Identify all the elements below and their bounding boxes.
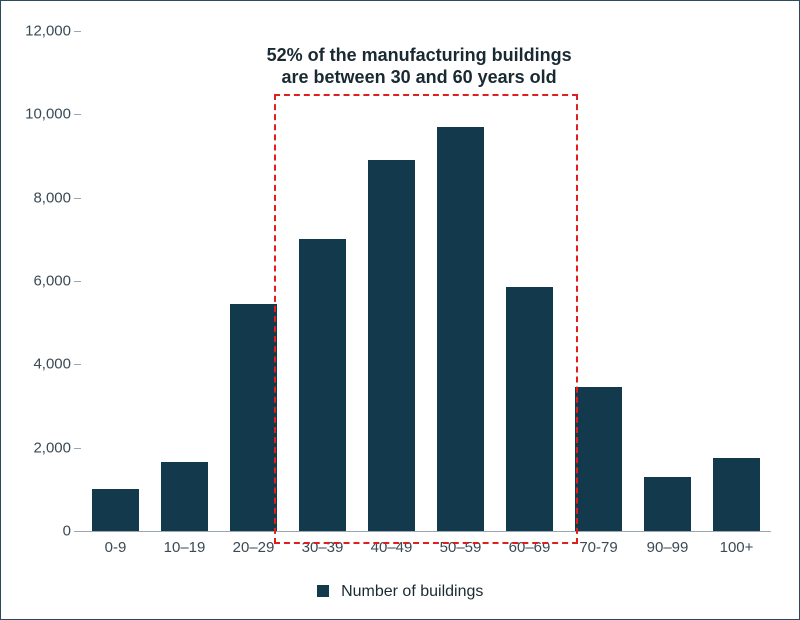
y-tick <box>74 114 81 115</box>
plot-area: 02,0004,0006,0008,00010,00012,0000-910–1… <box>81 31 771 531</box>
x-tick-label: 10–19 <box>164 531 206 556</box>
y-tick-label: 6,000 <box>11 273 71 290</box>
y-tick-label: 10,000 <box>11 106 71 123</box>
bar <box>161 462 208 531</box>
legend: Number of buildings <box>1 583 799 601</box>
y-tick <box>74 364 81 365</box>
chart-frame: 0 2,000 4,000 6,000 8,000 10,000 12,000 0-9 10–1… <box>0 0 800 620</box>
bar <box>644 477 691 531</box>
annotation-line2: are between 30 and 60 years old <box>282 67 557 87</box>
bar <box>92 489 139 531</box>
y-tick-label: 8,000 <box>11 189 71 206</box>
x-tick-label: 90–99 <box>647 531 689 556</box>
bar <box>230 304 277 531</box>
y-tick-label: 12,000 <box>11 23 71 40</box>
legend-swatch <box>317 585 329 597</box>
y-tick <box>74 448 81 449</box>
y-tick <box>74 281 81 282</box>
x-tick-label: 0-9 <box>105 531 127 556</box>
y-tick <box>74 198 81 199</box>
x-tick-label: 70-79 <box>579 531 617 556</box>
annotation-text: 52% of the manufacturing buildingsare be… <box>267 44 572 89</box>
y-tick-label: 2,000 <box>11 439 71 456</box>
bar <box>575 387 622 531</box>
y-tick <box>74 31 81 32</box>
bar <box>713 458 760 531</box>
y-tick-label: 4,000 <box>11 356 71 373</box>
y-tick <box>74 531 81 532</box>
highlight-box <box>274 94 578 544</box>
annotation-line1: 52% of the manufacturing buildings <box>267 45 572 65</box>
x-tick-label: 20–29 <box>233 531 275 556</box>
y-tick-label: 0 <box>11 523 71 540</box>
legend-label: Number of buildings <box>341 583 483 600</box>
x-tick-label: 100+ <box>720 531 754 556</box>
